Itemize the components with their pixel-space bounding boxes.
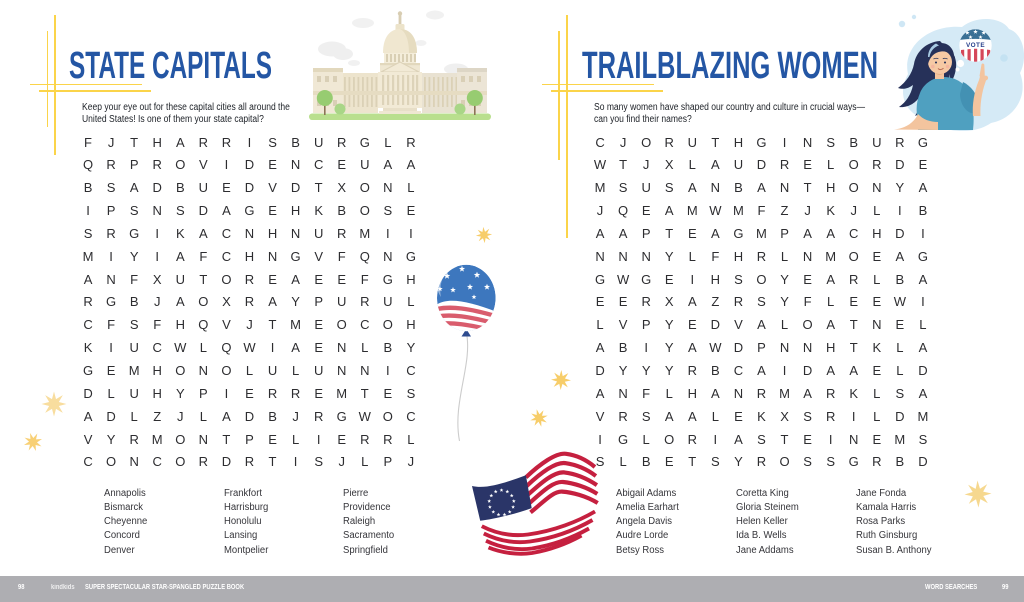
svg-text:VOTE: VOTE (966, 42, 985, 49)
